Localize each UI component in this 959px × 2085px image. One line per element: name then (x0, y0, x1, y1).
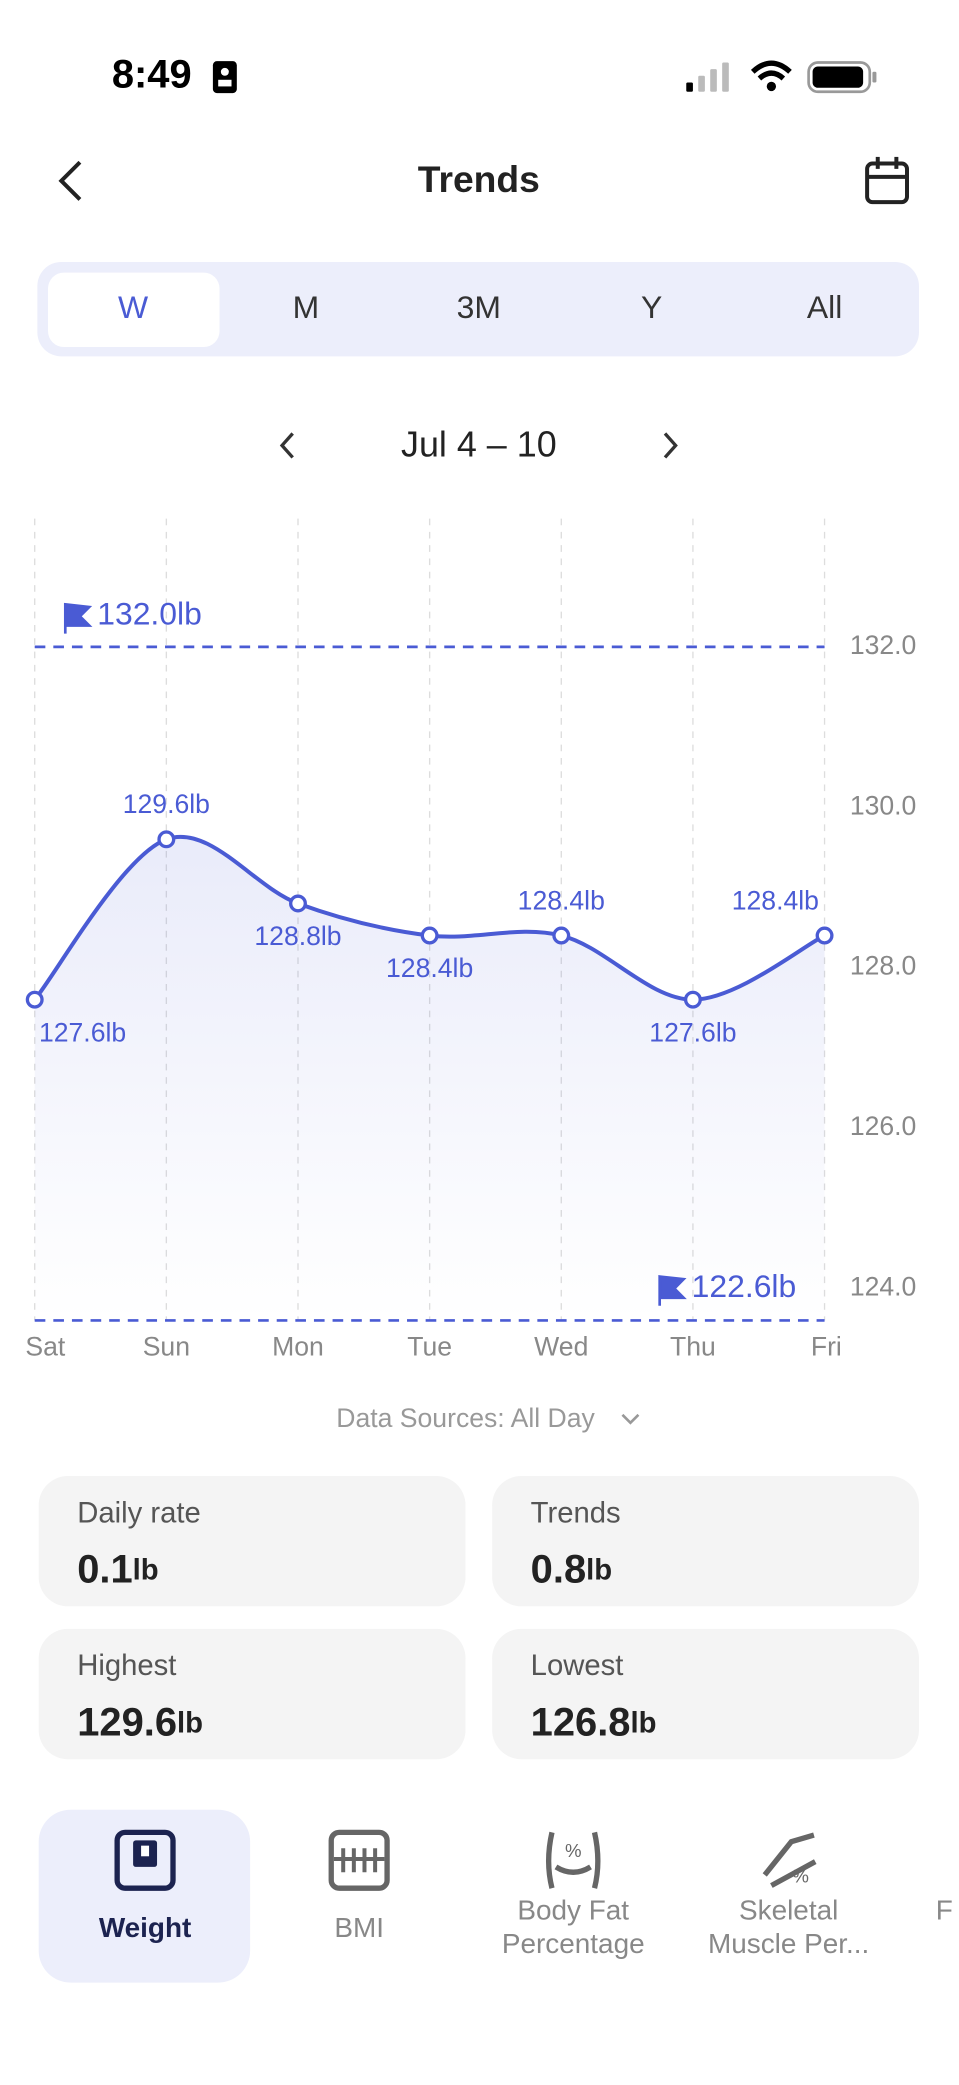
stat-value: 126.8lb (531, 1700, 657, 1744)
lower-goal-label: 122.6lb (692, 1268, 797, 1304)
point (420, 926, 439, 945)
stat-unit: lb (630, 1707, 656, 1739)
metric-tab-label[interactable]: BMI (334, 1912, 384, 1943)
y-tick-label: 130.0 (850, 790, 917, 820)
point (683, 990, 702, 1009)
range-tab[interactable]: All (807, 289, 842, 325)
point (25, 990, 44, 1009)
y-tick-label: 132.0 (850, 630, 917, 660)
page-title: Trends (418, 158, 540, 200)
range-tab[interactable]: 3M (457, 289, 501, 325)
prev-period[interactable] (279, 432, 294, 459)
x-tick-label: Wed (534, 1331, 588, 1361)
x-tick-label: Thu (670, 1331, 716, 1361)
value-label: 128.4lb (518, 885, 605, 915)
calendar-button[interactable] (865, 156, 909, 205)
stat-value: 129.6lb (77, 1700, 203, 1744)
stat-label: Lowest (531, 1650, 624, 1682)
stat-card (492, 1628, 919, 1760)
stat-card (38, 1628, 466, 1760)
goal-flag (63, 602, 93, 634)
point (552, 926, 571, 945)
value-label: 129.6lb (123, 789, 210, 819)
range-tab[interactable]: W (118, 289, 148, 325)
metric-tab-label[interactable]: Body Fat (517, 1895, 629, 1926)
x-tick-label: Sat (25, 1331, 66, 1361)
next-period[interactable] (663, 432, 678, 459)
goal-label: 132.0lb (97, 596, 202, 632)
metric-tab-label[interactable]: Percentage (502, 1928, 645, 1959)
x-tick-label: Tue (407, 1331, 452, 1361)
x-tick-label: Mon (272, 1331, 324, 1361)
metric-icons: % % (114, 1829, 817, 1891)
data-sources[interactable]: Data Sources: All Day (336, 1403, 595, 1433)
value-label: 127.6lb (39, 1017, 126, 1047)
metric-tab-label[interactable]: Skeletal (739, 1895, 838, 1926)
stat-unit: lb (133, 1554, 159, 1586)
line-area (34, 836, 825, 1321)
range-tab[interactable]: M (293, 289, 320, 325)
stat-card (492, 1475, 919, 1607)
stat-unit: lb (586, 1554, 612, 1586)
stat-value: 0.1lb (77, 1547, 158, 1591)
dropdown-icon (621, 1413, 640, 1425)
stat-number: 129.6 (77, 1700, 177, 1744)
value-label: 128.4lb (386, 953, 473, 983)
goal-flag (658, 1275, 687, 1306)
svg-text:%: % (792, 1865, 809, 1886)
point (815, 926, 834, 945)
stat-label: Daily rate (77, 1497, 201, 1529)
metric-tab-selected (38, 1809, 251, 1983)
point (289, 894, 307, 913)
stat-value: 0.8lb (531, 1547, 612, 1591)
period-label: Jul 4 – 10 (401, 424, 557, 464)
stat-label: Trends (531, 1497, 621, 1529)
metric-tab-label[interactable]: F (936, 1895, 953, 1926)
stat-number: 126.8 (531, 1700, 631, 1744)
x-tick-label: Fri (811, 1331, 842, 1361)
stat-number: 0.1 (77, 1547, 132, 1591)
x-tick-label: Sun (143, 1331, 190, 1361)
y-tick-label: 128.0 (850, 951, 917, 981)
value-label: 128.8lb (254, 921, 341, 951)
status-time: 8:49 (112, 53, 192, 97)
svg-text:%: % (565, 1840, 582, 1861)
value-label: 127.6lb (649, 1017, 736, 1047)
range-tabs (37, 261, 919, 357)
stat-card (38, 1475, 466, 1607)
stat-unit: lb (177, 1707, 203, 1739)
point (157, 830, 176, 849)
range-tab-selected (48, 272, 220, 348)
metric-tab-label[interactable]: Muscle Per... (708, 1928, 869, 1959)
back-button[interactable] (58, 160, 82, 201)
status-icons (212, 60, 877, 94)
stat-label: Highest (77, 1650, 176, 1682)
metric-tab-label[interactable]: Weight (99, 1912, 191, 1943)
y-tick-label: 126.0 (850, 1111, 917, 1141)
stat-number: 0.8 (531, 1547, 586, 1591)
value-label: 128.4lb (732, 885, 819, 915)
y-tick-label: 124.0 (850, 1271, 917, 1301)
range-tab[interactable]: Y (641, 289, 662, 325)
